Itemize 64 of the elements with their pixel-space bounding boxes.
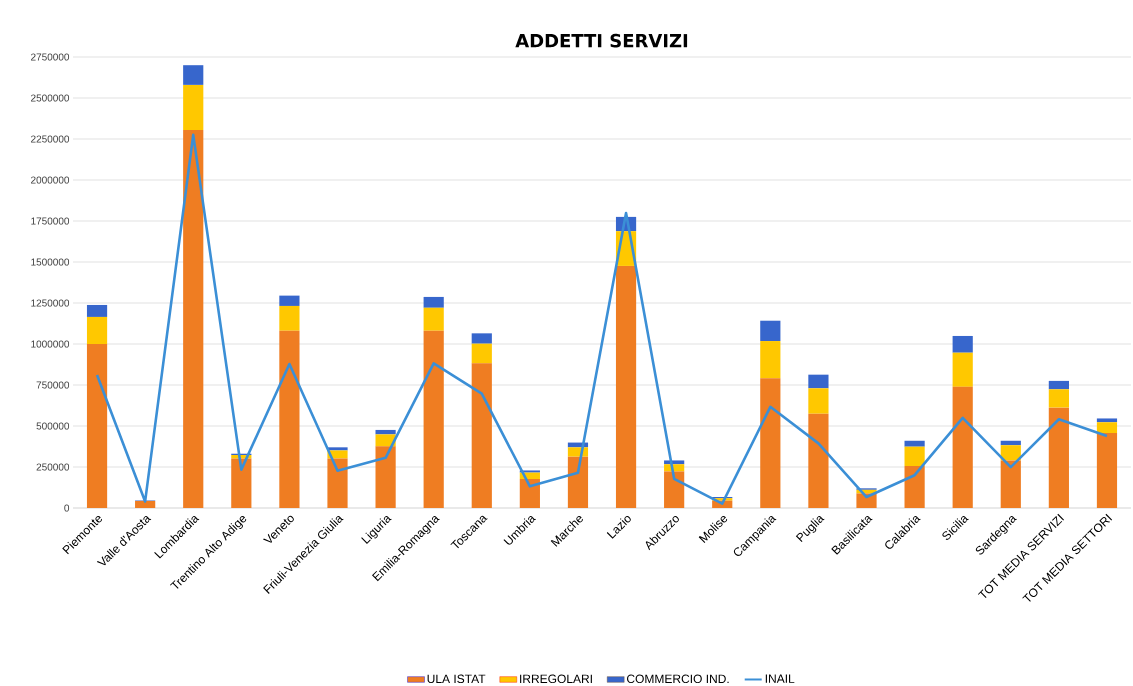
y-tick-label: 750000 xyxy=(36,381,70,389)
bar xyxy=(952,335,973,353)
bar xyxy=(183,84,204,130)
bar xyxy=(471,363,492,508)
bar xyxy=(760,378,781,508)
bar xyxy=(279,330,300,508)
legend-label: COMMERCIO IND. xyxy=(627,674,729,684)
y-tick-label: 2500000 xyxy=(31,94,70,102)
bar xyxy=(471,333,492,344)
bar xyxy=(279,295,300,306)
bar xyxy=(1000,460,1021,508)
bar xyxy=(1096,422,1118,434)
legend-label: IRREGOLARI xyxy=(520,674,592,684)
bar xyxy=(327,447,348,451)
y-tick-label: 1750000 xyxy=(31,217,70,225)
y-tick-label: 500000 xyxy=(36,422,70,430)
y-tick-label: 250000 xyxy=(36,463,70,471)
bar xyxy=(231,458,252,508)
y-tick-label: 2250000 xyxy=(31,135,70,143)
bar xyxy=(423,307,444,331)
bar xyxy=(1000,445,1021,461)
bar xyxy=(1048,407,1069,508)
bar xyxy=(904,446,925,467)
bar xyxy=(86,344,108,508)
chart-title: ADDETTI SERVIZI xyxy=(515,33,688,48)
bar xyxy=(952,386,973,508)
y-tick-label: 0 xyxy=(64,504,70,512)
y-tick-label: 2750000 xyxy=(31,53,70,61)
bar xyxy=(471,343,492,364)
bar xyxy=(1048,380,1069,390)
bar xyxy=(760,341,781,379)
y-tick-label: 1000000 xyxy=(31,340,70,348)
y-tick-label: 1500000 xyxy=(31,258,70,266)
bar xyxy=(808,374,829,389)
bar xyxy=(904,466,925,508)
bar xyxy=(664,471,685,508)
bar xyxy=(86,316,108,344)
bar xyxy=(375,429,396,435)
bar xyxy=(375,446,396,508)
bar xyxy=(1096,418,1118,423)
bar xyxy=(423,296,444,308)
line-series xyxy=(95,133,1109,505)
bar xyxy=(279,305,300,331)
legend-label: INAIL xyxy=(765,674,795,683)
bar xyxy=(423,330,444,508)
y-tick-label: 1250000 xyxy=(31,299,70,307)
bar xyxy=(1000,440,1021,446)
bar xyxy=(86,304,108,317)
bar xyxy=(808,388,829,414)
bar xyxy=(183,129,204,508)
bar xyxy=(567,456,589,508)
bar xyxy=(952,352,973,387)
bar xyxy=(1048,389,1069,408)
bar xyxy=(904,440,925,447)
bar xyxy=(519,478,540,508)
bar xyxy=(327,458,348,508)
bar xyxy=(1096,433,1118,508)
bar xyxy=(183,65,204,85)
y-tick-label: 2000000 xyxy=(31,176,70,184)
bar xyxy=(135,500,156,508)
bar xyxy=(615,265,637,508)
bar xyxy=(808,413,829,508)
legend-label: ULA ISTAT xyxy=(427,674,486,684)
bar xyxy=(760,320,781,342)
